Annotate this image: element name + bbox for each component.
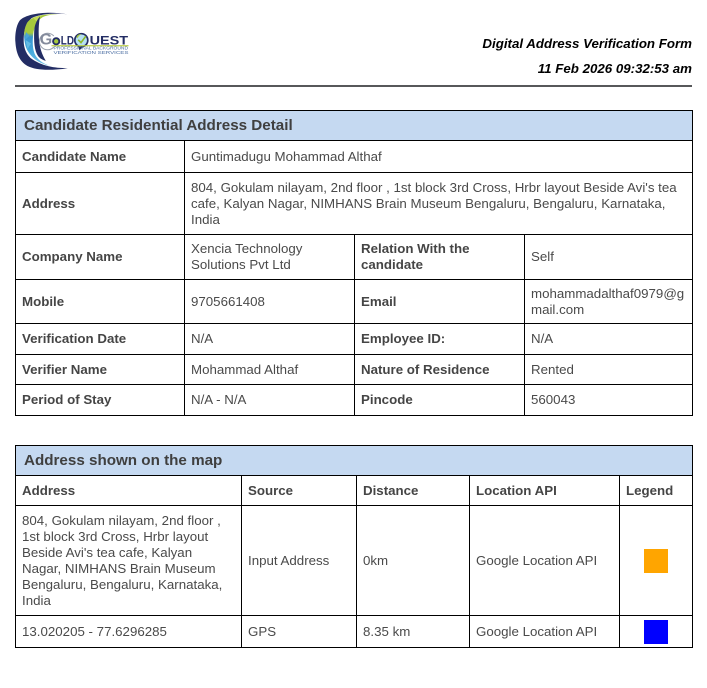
table-row: Mobile 9705661408 Email mohammadalthaf09… — [15, 279, 694, 324]
logo-swirl-facet-mid-blue — [25, 32, 30, 40]
logo-green-rule — [51, 45, 129, 47]
map-col-location-api: Location API — [469, 475, 620, 506]
table-row: Verifier Name Mohammad Althaf Nature of … — [15, 354, 694, 385]
map-col-distance: Distance — [356, 475, 470, 506]
map-gps-legend-cell — [619, 615, 693, 648]
map-input-legend-cell — [619, 505, 693, 616]
period-of-stay-value: N/A - N/A — [184, 384, 355, 416]
logo-o-disc — [52, 37, 61, 46]
map-col-source: Source — [241, 475, 357, 506]
table-row: Address shown on the map — [15, 445, 693, 476]
table-row: 804, Gokulam nilayam, 2nd floor , 1st bl… — [15, 505, 693, 616]
map-input-location-api: Google Location API — [469, 505, 620, 616]
logo-tagline-2: VERIFICATION SERVICES — [54, 50, 129, 55]
address-value: 804, Gokulam nilayam, 2nd floor , 1st bl… — [183, 172, 694, 235]
table-row: Period of Stay N/A - N/A Pincode 560043 — [15, 384, 694, 416]
logo-brand-uest: UEST — [90, 34, 129, 47]
candidate-name-label: Candidate Name — [15, 140, 185, 173]
candidate-residential-address-table: Candidate Residential Address Detail Can… — [14, 110, 694, 416]
verification-date-label: Verification Date — [15, 323, 185, 355]
map-gps-location-api: Google Location API — [469, 615, 620, 648]
logo-taglines: PROFESSIONAL BACKGROUND VERIFICATION SER… — [51, 45, 129, 55]
g-swash-arc — [39, 32, 55, 51]
candidate-table-title: Candidate Residential Address Detail — [14, 110, 694, 141]
company-name-value: Xencia Technology Solutions Pvt Ltd — [184, 234, 355, 280]
globe-q-icon — [73, 32, 89, 51]
document-timestamp: 11 Feb 2026 09:32:53 am — [537, 61, 692, 76]
candidate-name-value: Guntimadugu Mohammad Althaf — [183, 140, 694, 173]
employee-id-value: N/A — [523, 323, 694, 355]
logo-swirl-globe-crescent — [24, 14, 58, 66]
mobile-label: Mobile — [15, 279, 185, 324]
address-on-map-table: Address shown on the map Address Source … — [15, 445, 693, 648]
verifier-name-label: Verifier Name — [15, 354, 185, 385]
header-divider — [15, 85, 692, 87]
period-of-stay-label: Period of Stay — [15, 384, 185, 416]
map-gps-source: GPS — [241, 615, 357, 648]
document-title: Digital Address Verification Form — [482, 36, 692, 51]
employee-id-label: Employee ID: — [354, 323, 525, 355]
map-col-legend: Legend — [619, 475, 693, 506]
verification-date-value: N/A — [184, 323, 355, 355]
table-row: Address 804, Gokulam nilayam, 2nd floor … — [15, 172, 694, 235]
logo-swirl — [15, 12, 68, 70]
map-input-distance: 0km — [356, 505, 470, 616]
map-input-address: 804, Gokulam nilayam, 2nd floor , 1st bl… — [15, 505, 242, 616]
table-row: Candidate Residential Address Detail — [14, 110, 694, 141]
relation-label: Relation With the candidate — [354, 234, 525, 280]
table-row: Address Source Distance Location API Leg… — [15, 475, 693, 506]
legend-swatch-gps — [644, 619, 668, 644]
logo-swirl-facet-light-blue — [25, 40, 31, 49]
logo-brand-g: G — [40, 32, 52, 49]
verifier-name-value: Mohammad Althaf — [184, 354, 355, 385]
logo-swirl-facet-light-green — [33, 15, 42, 22]
logo-brand: G LD UEST — [39, 32, 128, 51]
address-label: Address — [15, 172, 185, 235]
email-label: Email — [354, 279, 525, 324]
nature-of-residence-value: Rented — [523, 354, 694, 385]
company-name-label: Company Name — [15, 234, 185, 280]
table-row: Company Name Xencia Technology Solutions… — [15, 234, 694, 280]
logo-swirl-inner-navy — [34, 16, 46, 61]
goldquest-logo: G LD UEST PROFESSIONAL BACKGROUND VERIFI… — [15, 12, 129, 70]
table-row: Candidate Name Guntimadugu Mohammad Alth… — [15, 140, 694, 173]
pincode-value: 560043 — [523, 384, 694, 416]
logo-tagline-1: PROFESSIONAL BACKGROUND — [54, 46, 129, 51]
map-gps-distance: 8.35 km — [356, 615, 470, 648]
map-col-address: Address — [15, 475, 242, 506]
email-value: mohammadalthaf0979@gmail.com — [523, 279, 694, 324]
nature-of-residence-label: Nature of Residence — [354, 354, 525, 385]
pincode-label: Pincode — [354, 384, 525, 416]
map-gps-address: 13.020205 - 77.6296285 — [15, 615, 242, 648]
map-input-source: Input Address — [241, 505, 357, 616]
map-table-title: Address shown on the map — [15, 445, 693, 476]
relation-value: Self — [523, 234, 694, 280]
document-title-block: Digital Address Verification Form 11 Feb… — [200, 31, 692, 81]
mobile-value: 9705661408 — [184, 279, 355, 324]
logo-brand-ld: LD — [61, 34, 74, 47]
legend-swatch-input-address — [644, 548, 668, 573]
table-row: Verification Date N/A Employee ID: N/A — [15, 323, 694, 355]
table-row: 13.020205 - 77.6296285 GPS 8.35 km Googl… — [15, 615, 693, 648]
